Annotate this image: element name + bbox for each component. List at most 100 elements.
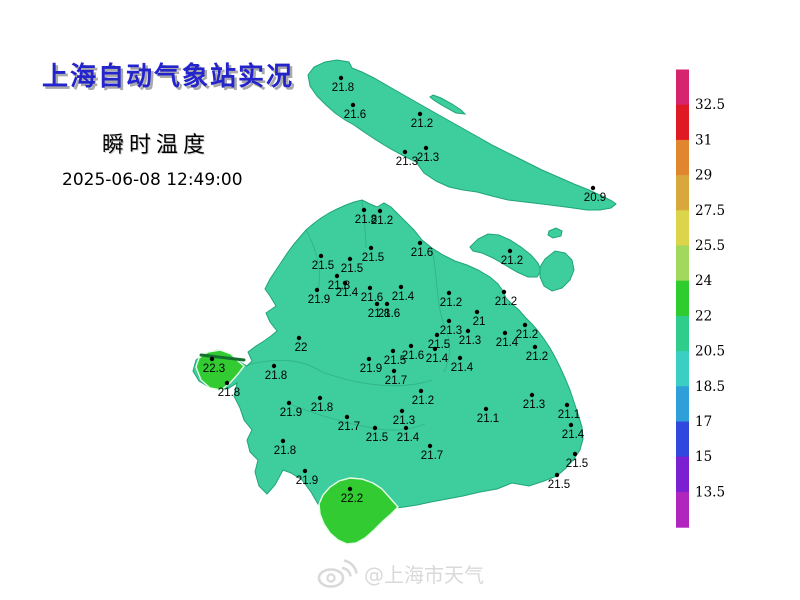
station-temp-label: 21.7 (385, 375, 407, 387)
station-temp-label: 21.2 (412, 395, 434, 407)
colorbar-segment (676, 139, 689, 176)
station-temp-label: 21.4 (496, 337, 519, 349)
station-dot (564, 402, 570, 408)
watermark-handle: @上海市天气 (364, 562, 484, 587)
station-dot (390, 348, 396, 354)
colorbar-segment (676, 69, 689, 106)
station-dot (403, 425, 409, 431)
colorbar-segment (676, 104, 689, 141)
station-temp-label: 21.2 (411, 118, 433, 130)
station-temp-label: 22.2 (341, 493, 363, 505)
colorbar-segment (676, 456, 689, 493)
station-temp-label: 21.3 (417, 152, 439, 164)
station-dot (417, 111, 423, 117)
station-temp-label: 21.5 (384, 355, 406, 367)
station-temp-label: 21.5 (548, 479, 570, 491)
station-temp-label: 21.2 (516, 329, 538, 341)
colorbar-tick-label: 29 (695, 168, 712, 184)
colorbar-segment (676, 315, 689, 352)
station-dot (286, 400, 292, 406)
page-title: 上海自动气象站实况 (42, 62, 295, 92)
station-temp-label: 21.9 (360, 363, 382, 375)
station-dot (334, 273, 340, 279)
station-dot (446, 290, 452, 296)
colorbar-segment (676, 421, 689, 458)
station-dot (398, 284, 404, 290)
station-temp-label: 21.9 (308, 294, 330, 306)
colorbar-segment (676, 491, 689, 528)
station-dot (366, 356, 372, 362)
colorbar-tick-label: 32.5 (695, 97, 725, 113)
station-dot (554, 472, 560, 478)
station-temp-label: 21.7 (338, 421, 360, 433)
colorbar-segment (676, 351, 689, 387)
station-temp-label: 21.4 (336, 287, 359, 299)
mainland-shape (192, 199, 584, 509)
colorbar-segment (676, 245, 689, 282)
colorbar-tick-label: 31 (695, 132, 712, 148)
watermark: @上海市天气 (316, 557, 484, 589)
station-temp-label: 21.4 (397, 432, 420, 444)
west-patch-dark-streak (199, 353, 246, 362)
station-temp-label: 21.2 (495, 296, 517, 308)
station-temp-label: 21.3 (396, 156, 418, 168)
small-islet-shape (547, 227, 563, 239)
station-temp-label: 21.5 (366, 432, 388, 444)
colorbar-tick-label: 13.5 (695, 484, 725, 500)
station-dot (384, 301, 390, 307)
colorbar-segment (676, 175, 689, 211)
station-dot (402, 149, 408, 155)
station-dot (314, 287, 320, 293)
station-dot (374, 301, 380, 307)
station-temp-label: 21.8 (368, 308, 390, 320)
colorbar-tick-label: 15 (695, 449, 712, 465)
station-dot (457, 355, 463, 361)
station-temp-label: 21.3 (523, 399, 545, 411)
station-dot (522, 322, 528, 328)
station-temp-label: 21.7 (421, 450, 443, 462)
station-dot (408, 343, 414, 349)
station-temp-label: 21.3 (459, 335, 481, 347)
station-temp-label: 21.2 (526, 351, 548, 363)
station-temp-label: 21.4 (426, 353, 449, 365)
station-temp-label: 22.3 (203, 363, 225, 375)
station-dot (529, 392, 535, 398)
station-temp-label: 21.6 (344, 109, 366, 121)
colorbar-segment (676, 280, 689, 317)
station-dot (501, 289, 507, 295)
chongming-island-shape (307, 59, 617, 211)
station-temp-label: 21.2 (440, 297, 462, 309)
station-dot (391, 368, 397, 374)
station-dot (367, 285, 373, 291)
observation-timestamp: 2025-06-08 12:49:00 (62, 170, 243, 190)
station-dot (350, 102, 356, 108)
station-temp-label: 21.4 (392, 291, 415, 303)
station-temp-label: 21.3 (393, 415, 415, 427)
station-dot (502, 330, 508, 336)
colorbar-tick-label: 24 (695, 273, 712, 289)
station-dot (423, 145, 429, 151)
station-dot (338, 75, 344, 81)
station-dot (224, 380, 230, 386)
station-temp-label: 21.2 (371, 215, 393, 227)
station-temp-label: 21.1 (558, 409, 580, 421)
station-dot (474, 309, 480, 315)
hengsha-island-shape (539, 250, 575, 292)
station-temp-label: 21 (473, 316, 486, 328)
station-dot (302, 468, 308, 474)
colorbar-segment (676, 386, 689, 423)
station-dot (434, 332, 440, 338)
station-temp-label: 21.6 (411, 247, 433, 259)
station-temp-label: 20.9 (584, 192, 606, 204)
colorbar-tick-label: 20.5 (695, 344, 725, 360)
station-temp-label: 21.4 (451, 362, 474, 374)
south-green-patch (318, 477, 399, 545)
station-temp-label: 22 (295, 342, 308, 354)
map-subtitle: 瞬时温度 (102, 133, 211, 158)
station-dot (372, 425, 378, 431)
station-temp-label: 21.4 (562, 429, 585, 441)
station-dot (296, 335, 302, 341)
district-boundaries (246, 199, 451, 431)
station-dot (590, 185, 596, 191)
